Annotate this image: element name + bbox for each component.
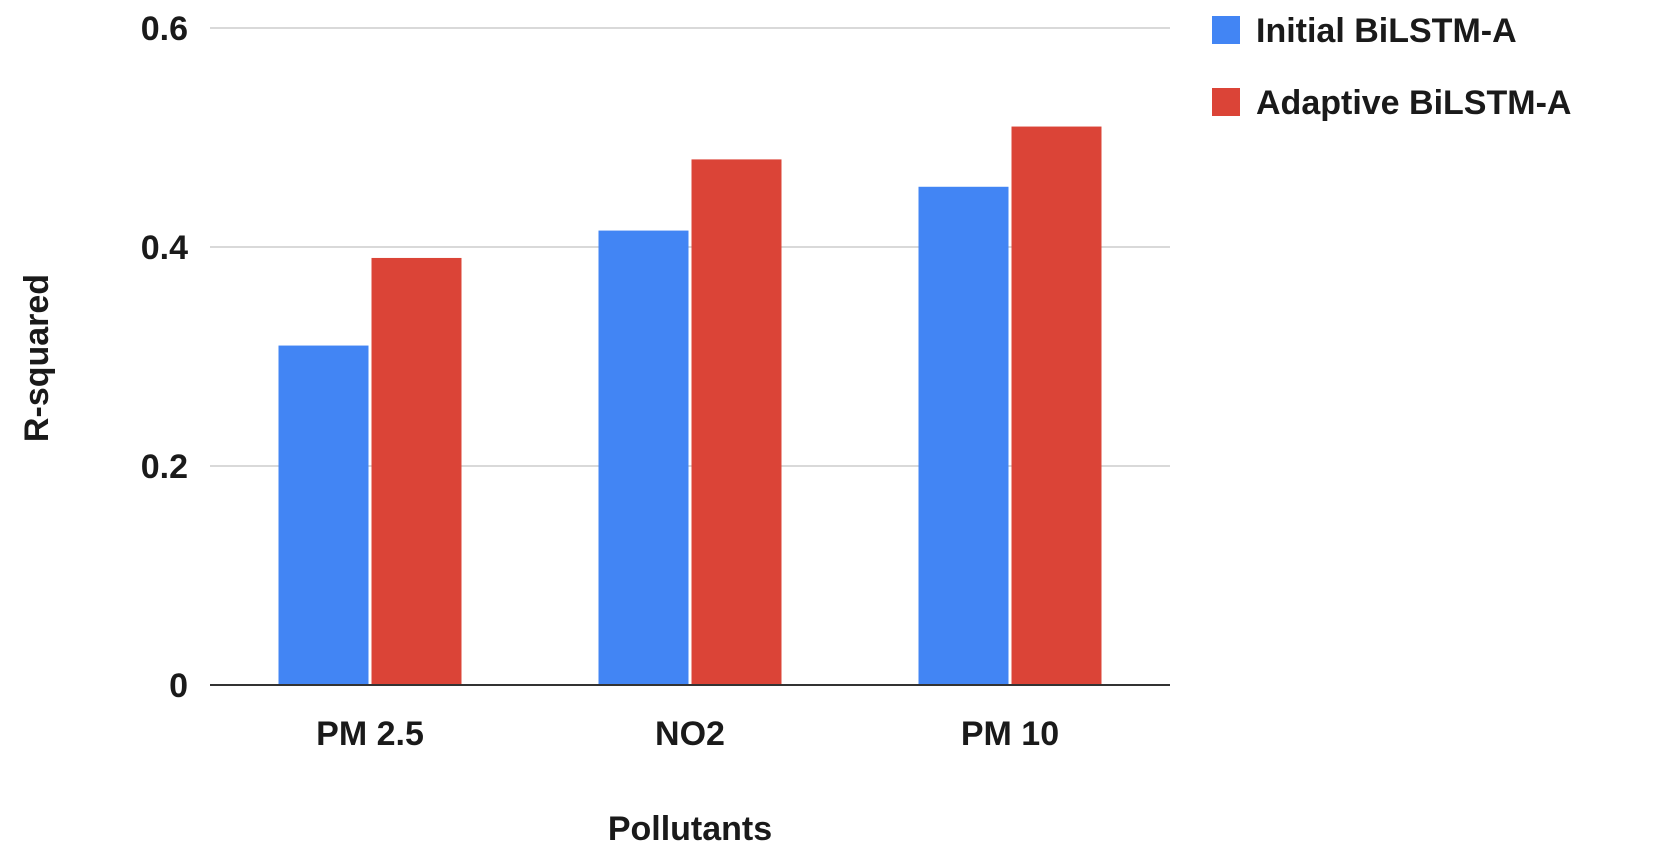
x-axis-ticks: PM 2.5 NO2 PM 10 (316, 715, 1059, 753)
bars (278, 126, 1102, 686)
bar-initial-bilstm-a-pm-2-5 (278, 345, 369, 685)
y-tick-label: 0.6 (141, 10, 188, 48)
bar-initial-bilstm-a-no2 (598, 230, 689, 685)
y-tick-label: 0 (169, 667, 188, 705)
x-axis-title: Pollutants (608, 810, 772, 848)
legend-swatch (1212, 88, 1240, 116)
bar-adaptive-bilstm-a-pm-10 (1011, 126, 1102, 686)
y-axis-ticks: 0 0.2 0.4 0.6 (141, 10, 188, 705)
legend: Initial BiLSTM-A Adaptive BiLSTM-A (1212, 12, 1571, 122)
gridlines (210, 27, 1170, 467)
y-tick-label: 0.4 (141, 229, 188, 267)
bar-initial-bilstm-a-pm-10 (918, 186, 1009, 685)
bar-adaptive-bilstm-a-pm-2-5 (371, 257, 462, 685)
legend-swatch (1212, 16, 1240, 44)
y-tick-label: 0.2 (141, 448, 188, 486)
x-tick-label: PM 10 (961, 715, 1059, 753)
x-tick-label: PM 2.5 (316, 715, 424, 753)
y-axis-title: R-squared (18, 274, 56, 442)
x-tick-label: NO2 (655, 715, 725, 753)
bar-adaptive-bilstm-a-no2 (691, 159, 782, 685)
legend-label: Initial BiLSTM-A (1256, 12, 1517, 50)
legend-label: Adaptive BiLSTM-A (1256, 84, 1571, 122)
